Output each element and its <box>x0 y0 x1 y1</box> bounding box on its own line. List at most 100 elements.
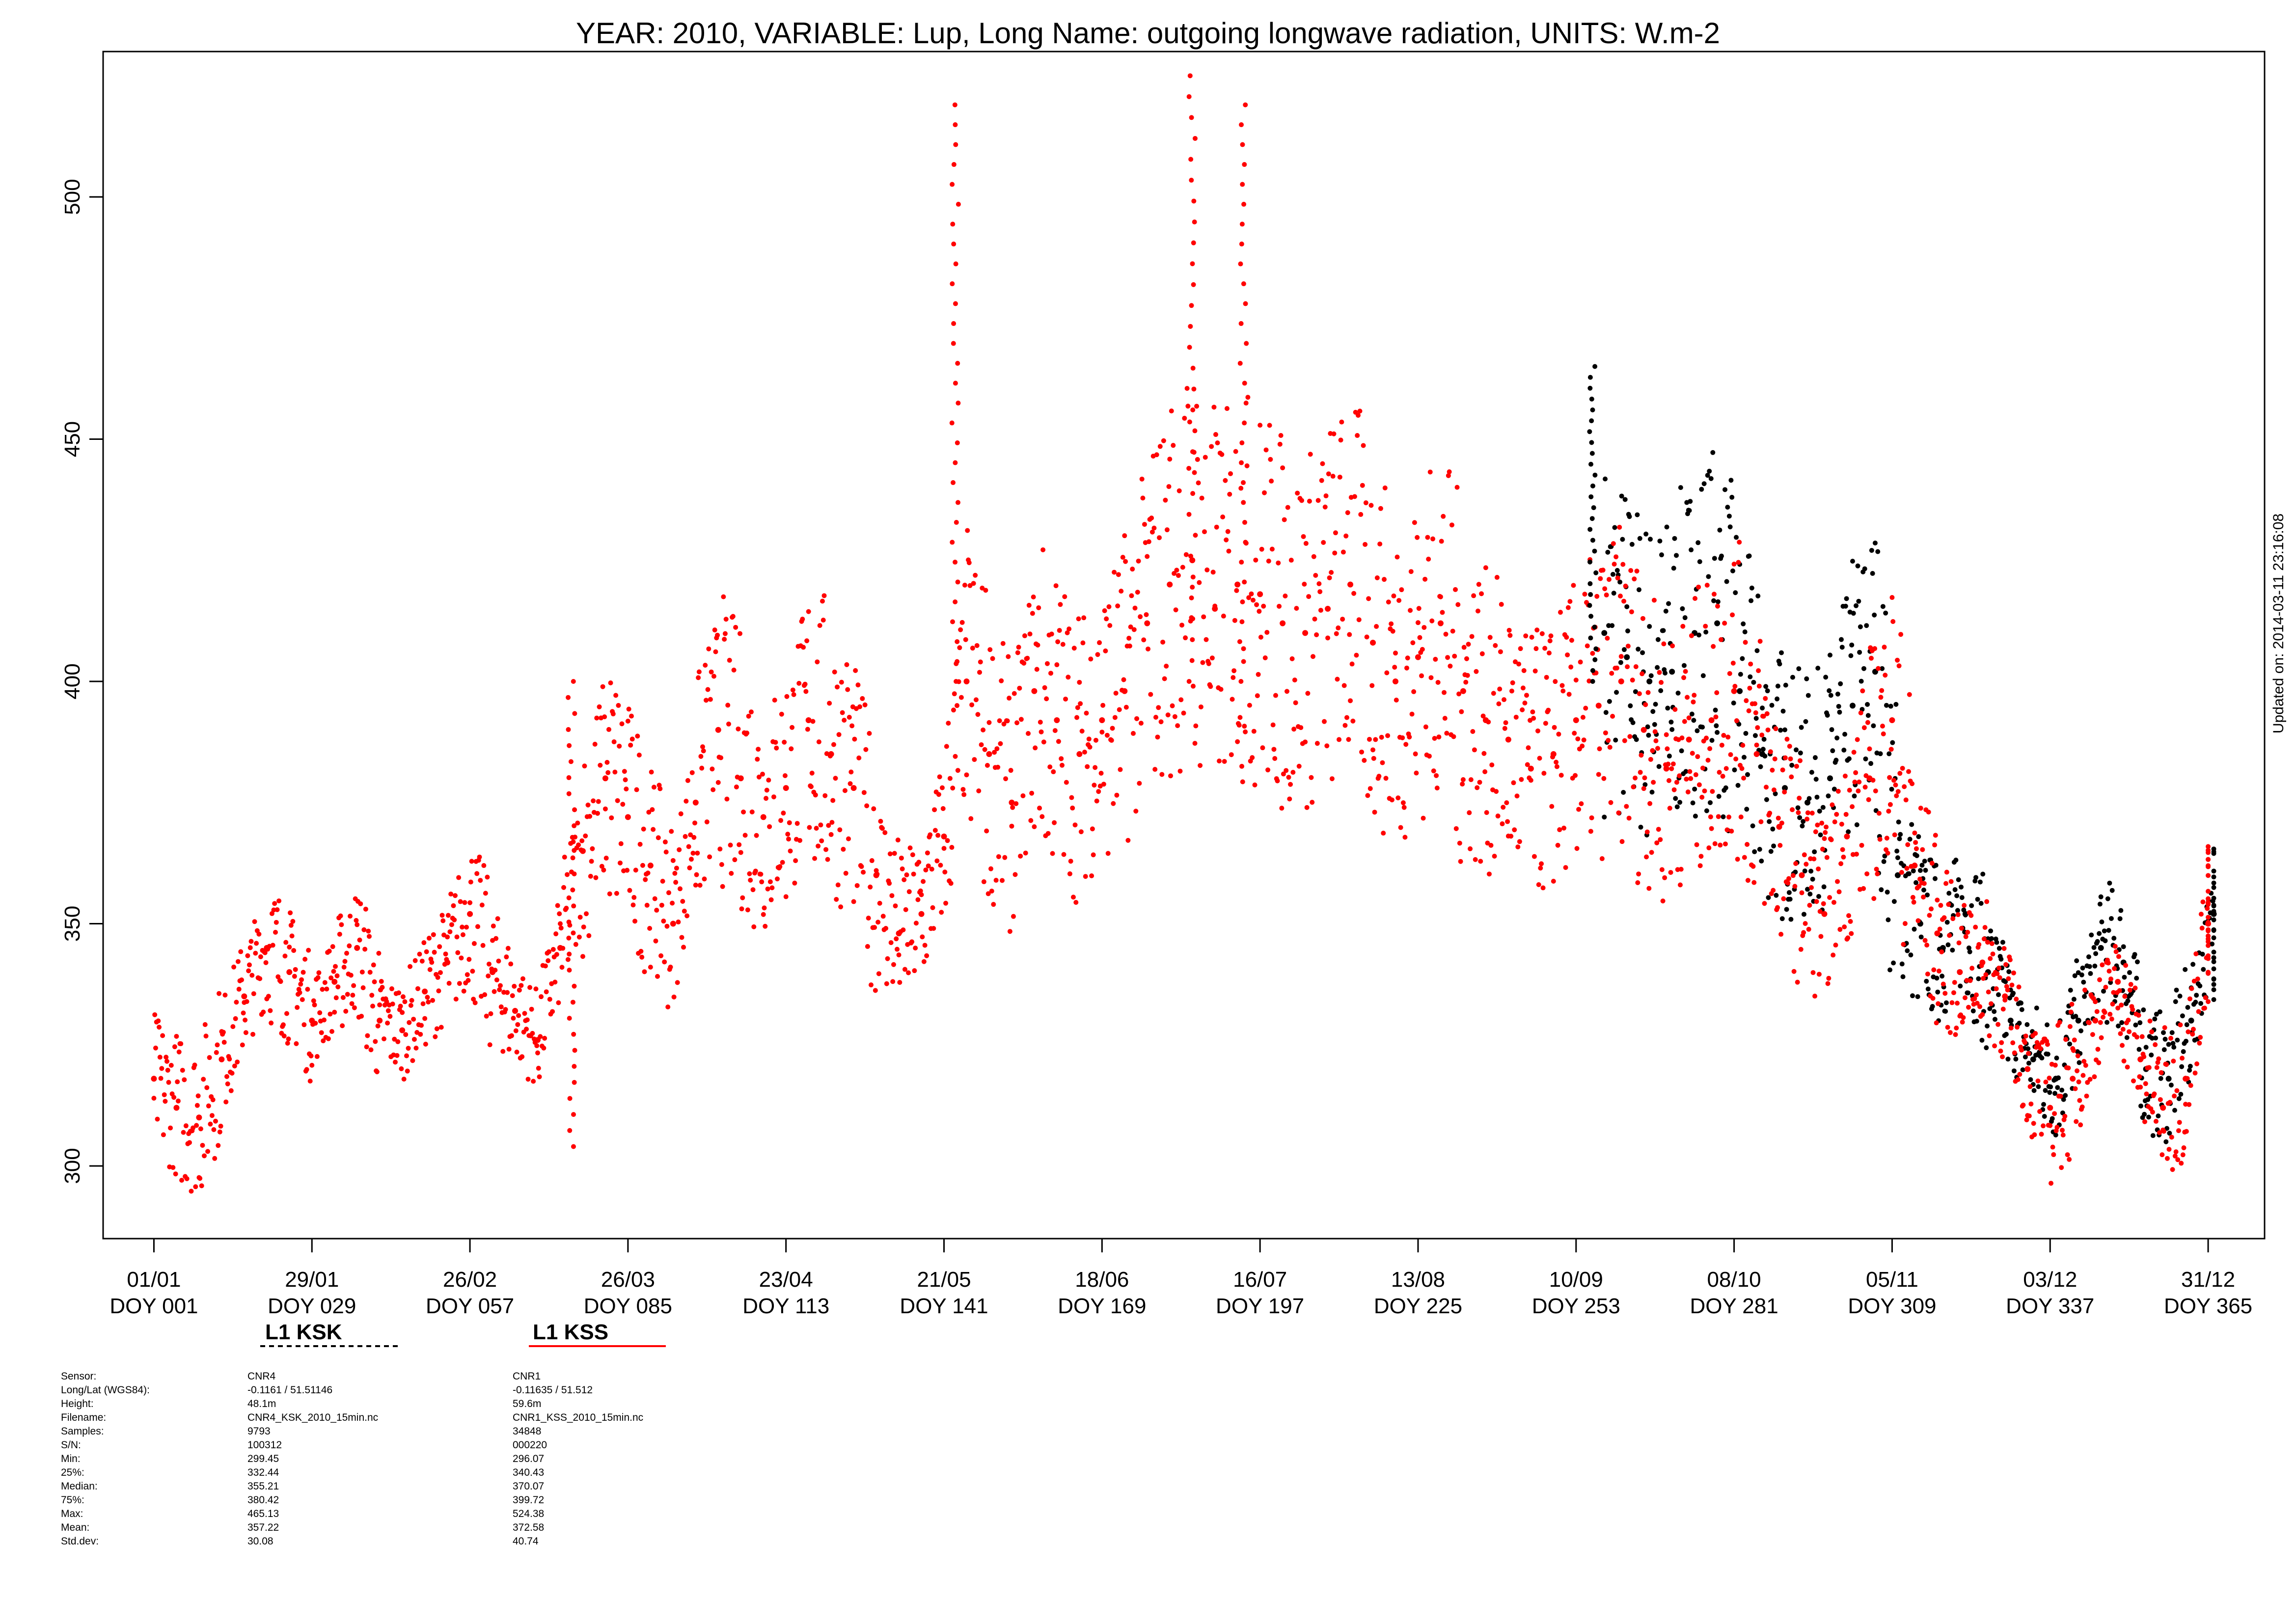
data-point <box>1918 934 1924 940</box>
data-point <box>2149 1052 2154 1057</box>
data-point <box>585 802 591 808</box>
data-point <box>614 891 619 896</box>
data-point <box>1645 690 1651 695</box>
data-point <box>1518 646 1523 651</box>
data-point <box>781 811 786 816</box>
data-point <box>1368 503 1374 508</box>
data-point <box>713 649 718 654</box>
data-point <box>1230 675 1236 680</box>
data-point <box>1633 775 1638 781</box>
data-point <box>402 999 408 1004</box>
data-point <box>1195 457 1200 462</box>
data-point <box>2123 963 2129 968</box>
data-point <box>1931 967 1937 973</box>
data-point <box>1256 672 1261 677</box>
data-point <box>1821 884 1827 890</box>
data-point <box>443 951 448 957</box>
data-point <box>1192 428 1198 433</box>
data-point <box>868 982 874 988</box>
data-point <box>571 1144 576 1149</box>
data-point <box>748 877 753 883</box>
data-point <box>1903 797 1909 803</box>
data-point <box>1921 887 1926 893</box>
data-point <box>1649 850 1654 855</box>
data-point <box>2198 912 2204 917</box>
data-point <box>606 727 611 732</box>
data-point <box>1711 592 1717 597</box>
data-point <box>1826 793 1831 799</box>
data-point <box>2170 1041 2176 1046</box>
data-point <box>1272 756 1278 761</box>
data-point <box>1956 940 1962 946</box>
data-point <box>1764 797 1769 802</box>
data-point <box>2024 1117 2029 1123</box>
data-point <box>2050 1144 2055 1150</box>
data-point <box>884 981 889 986</box>
data-point <box>625 718 630 724</box>
data-point <box>1588 592 1593 597</box>
data-point <box>2116 1023 2121 1029</box>
data-point <box>2003 979 2008 984</box>
data-point <box>950 221 956 227</box>
data-point <box>1907 692 1912 697</box>
data-point <box>740 895 745 900</box>
data-point <box>1704 583 1710 588</box>
data-point <box>1721 814 1726 819</box>
data-point <box>1104 732 1110 738</box>
data-point <box>1356 617 1362 623</box>
stats-cell: Sensor: <box>61 1371 97 1382</box>
data-point <box>1394 554 1400 560</box>
data-point <box>1896 819 1901 825</box>
data-point <box>2139 1034 2145 1039</box>
data-point <box>2092 1017 2099 1024</box>
data-point <box>2094 1009 2100 1014</box>
data-point <box>202 1022 208 1028</box>
data-point <box>1531 854 1537 859</box>
data-point <box>1520 707 1525 712</box>
data-point <box>920 934 925 940</box>
data-point <box>1587 429 1592 434</box>
data-point <box>1738 814 1744 820</box>
data-point <box>1700 673 1706 678</box>
data-point <box>939 910 944 915</box>
stats-cell: Long/Lat (WGS84): <box>61 1384 150 1396</box>
data-point <box>738 775 744 782</box>
stats-cell: 372.58 <box>513 1522 545 1533</box>
data-point <box>742 833 748 838</box>
data-point <box>1976 976 1981 981</box>
data-point <box>360 985 366 991</box>
data-point <box>1914 853 1919 859</box>
data-point <box>2211 885 2216 890</box>
data-point <box>1815 822 1820 828</box>
data-point <box>1573 773 1578 778</box>
data-point <box>1485 840 1490 846</box>
y-tick-label: 400 <box>60 663 84 699</box>
data-point <box>333 964 338 969</box>
data-point <box>520 976 525 981</box>
data-point <box>2153 1042 2158 1047</box>
data-point <box>1048 671 1054 676</box>
data-point <box>1932 842 1938 848</box>
data-point <box>1268 457 1273 462</box>
data-point <box>744 731 750 736</box>
data-point <box>1998 1048 2003 1054</box>
data-point <box>1827 775 1833 782</box>
data-point <box>1632 576 1637 582</box>
data-point <box>2119 1020 2125 1026</box>
data-point <box>1831 952 1836 958</box>
data-point <box>1745 772 1750 777</box>
data-point <box>1059 756 1064 761</box>
data-point <box>592 741 598 747</box>
stats-cell: Max: <box>61 1508 83 1519</box>
data-point <box>1401 805 1407 810</box>
data-point <box>1782 755 1788 760</box>
data-point <box>1393 650 1398 656</box>
stats-cell: 75%: <box>61 1494 84 1506</box>
data-point <box>1913 846 1919 851</box>
data-point <box>1687 508 1692 513</box>
data-point <box>419 1023 424 1028</box>
data-point <box>1784 907 1789 912</box>
data-point <box>790 725 795 730</box>
data-point <box>1009 823 1014 829</box>
data-point <box>2127 970 2132 975</box>
